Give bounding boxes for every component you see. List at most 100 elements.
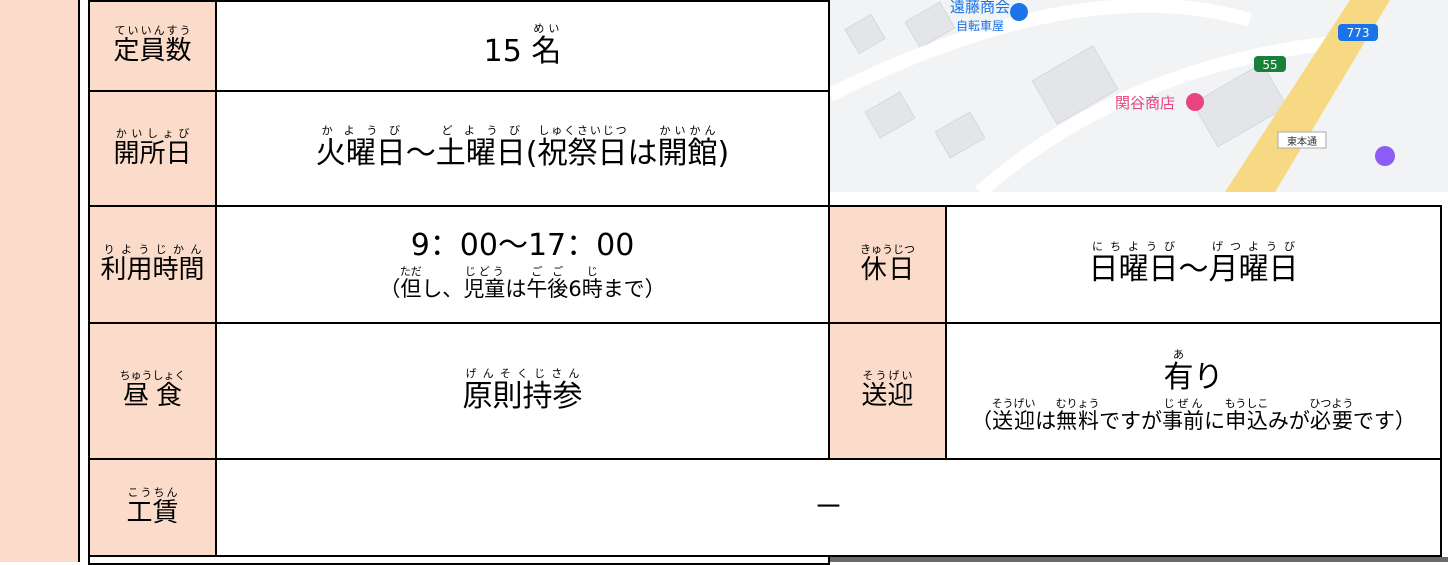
ruby-word: 申込もうしこ <box>1224 397 1269 433</box>
furigana: ごご <box>526 264 569 278</box>
furigana: ただ <box>399 264 422 278</box>
text: ) <box>717 136 730 172</box>
ruby-word: 月曜日げつようび <box>1209 240 1299 287</box>
map-label: 773 <box>1347 26 1370 40</box>
text: ～ <box>1178 252 1209 288</box>
field-label: 利用時間りようじかん <box>88 205 217 324</box>
kanji: 事前 <box>1162 408 1205 433</box>
ruby-word: 日曜日にちようび <box>1088 240 1179 288</box>
side-strip <box>0 0 80 562</box>
kanji: 送迎 <box>861 381 914 412</box>
text-line: － <box>814 489 844 527</box>
text: です） <box>1352 408 1416 433</box>
text: － <box>813 489 844 525</box>
ruby-word: 火曜日かようび <box>315 124 406 172</box>
text: ～ <box>405 136 436 172</box>
text-line: 利用時間りようじかん <box>100 243 204 287</box>
map-label: 自転車屋 <box>956 19 1004 33</box>
kanji: 有 <box>1163 360 1194 396</box>
kanji: 利用時間 <box>100 254 205 285</box>
text: は <box>505 276 527 301</box>
field-value: 原則持参げんそくじさん <box>215 322 830 460</box>
furigana: りようじかん <box>100 242 205 256</box>
furigana: しゅくさいじつ <box>537 124 628 138</box>
ruby-word: 利用時間りようじかん <box>100 243 205 285</box>
kanji: 時 <box>581 276 603 301</box>
kanji: 開館 <box>657 136 718 172</box>
field-label: 昼食ちゅうしょく <box>88 322 217 460</box>
text-line: 休日きゅうじつ <box>860 243 915 287</box>
text: ですが <box>1099 408 1163 433</box>
field-label: 定員数ていいんすう <box>88 0 217 92</box>
ruby-word: 原則持参げんそくじさん <box>462 367 583 414</box>
ruby-word: 但ただ <box>400 265 422 301</box>
text-line: （送迎そうげいは無料むりょうですが事前じぜんに申込もうしこみが必要ひつようです） <box>971 397 1416 434</box>
furigana: ちゅうしょく <box>119 369 186 383</box>
kanji: 火曜日 <box>315 136 406 172</box>
kanji: 名 <box>531 33 562 69</box>
text-line: 昼食ちゅうしょく <box>120 369 186 413</box>
ruby-word: 有あ <box>1163 348 1194 396</box>
ruby-word: 送迎そうげい <box>992 397 1036 433</box>
field-value: 有あり （送迎そうげいは無料むりょうですが事前じぜんに申込もうしこみが必要ひつよう… <box>945 322 1442 460</box>
furigana: かいしょび <box>113 126 192 140</box>
furigana: もうしこ <box>1224 396 1269 410</box>
field-label: 休日きゅうじつ <box>828 205 947 324</box>
kanji: 無料 <box>1055 408 1100 433</box>
furigana: じ <box>581 264 603 278</box>
kanji: 工賃 <box>126 497 179 528</box>
ruby-word: 祝祭日しゅくさいじつ <box>538 124 628 171</box>
field-label: 工賃こうちん <box>88 458 217 557</box>
ruby-word: 開所日かいしょび <box>113 127 191 169</box>
text: は <box>1035 408 1057 433</box>
ruby-word: 名めい <box>531 22 562 69</box>
text-line: 工賃こうちん <box>126 486 178 530</box>
text: 9：00～17：00 <box>410 228 635 264</box>
kanji: 昼食 <box>119 381 186 412</box>
text-line: 送迎そうげい <box>861 369 913 413</box>
furigana: どようび <box>435 124 526 138</box>
furigana: きゅうじつ <box>860 242 915 256</box>
ruby-word: 昼食ちゅうしょく <box>119 369 186 412</box>
kanji: 土曜日 <box>435 136 526 172</box>
map-label: 55 <box>1262 58 1277 72</box>
field-value: 日曜日にちようび～月曜日げつようび <box>945 205 1442 324</box>
kanji: 申込 <box>1224 408 1269 433</box>
furigana: あ <box>1163 348 1194 362</box>
text: り <box>1193 360 1224 396</box>
text: 6 <box>568 276 582 301</box>
ruby-word: 時じ <box>581 265 603 301</box>
text: に <box>1204 408 1226 433</box>
furigana: じぜん <box>1162 396 1205 410</box>
text-line: 原則持参げんそくじさん <box>463 367 583 416</box>
furigana: じどう <box>463 264 506 278</box>
text-line: 開所日かいしょび <box>113 127 191 171</box>
map-label: 遠藤商会 <box>950 0 1010 16</box>
ruby-word: 必要ひつよう <box>1309 397 1353 433</box>
text: （ <box>379 276 401 301</box>
furigana: かようび <box>315 124 406 138</box>
furigana: むりょう <box>1055 396 1100 410</box>
furigana: かいかん <box>657 124 718 138</box>
ruby-word: 無料むりょう <box>1055 397 1100 433</box>
ruby-word: 送迎そうげい <box>861 369 914 412</box>
furigana: こうちん <box>126 485 179 499</box>
kanji: 日曜日 <box>1088 252 1179 288</box>
field-label: 送迎そうげい <box>828 322 947 460</box>
kanji: 定員数 <box>113 36 192 67</box>
furigana: めい <box>531 21 562 35</box>
ruby-word: 休日きゅうじつ <box>860 243 915 285</box>
ruby-word: 開館かいかん <box>657 124 718 172</box>
furigana: ていいんすう <box>113 24 192 38</box>
text: まで） <box>602 276 666 301</box>
text-line: 15 名めい <box>484 22 562 71</box>
text: は <box>627 136 658 172</box>
furigana: げつようび <box>1208 240 1299 254</box>
kanji: 午後 <box>526 276 569 301</box>
furigana: そうげい <box>991 396 1036 410</box>
kanji: 休日 <box>860 254 915 285</box>
kanji: 原則持参 <box>462 378 583 414</box>
text-line: 日曜日にちようび～月曜日げつようび <box>1089 240 1299 289</box>
map-label: 東本通 <box>1287 135 1317 148</box>
ruby-word: 児童じどう <box>463 265 505 301</box>
